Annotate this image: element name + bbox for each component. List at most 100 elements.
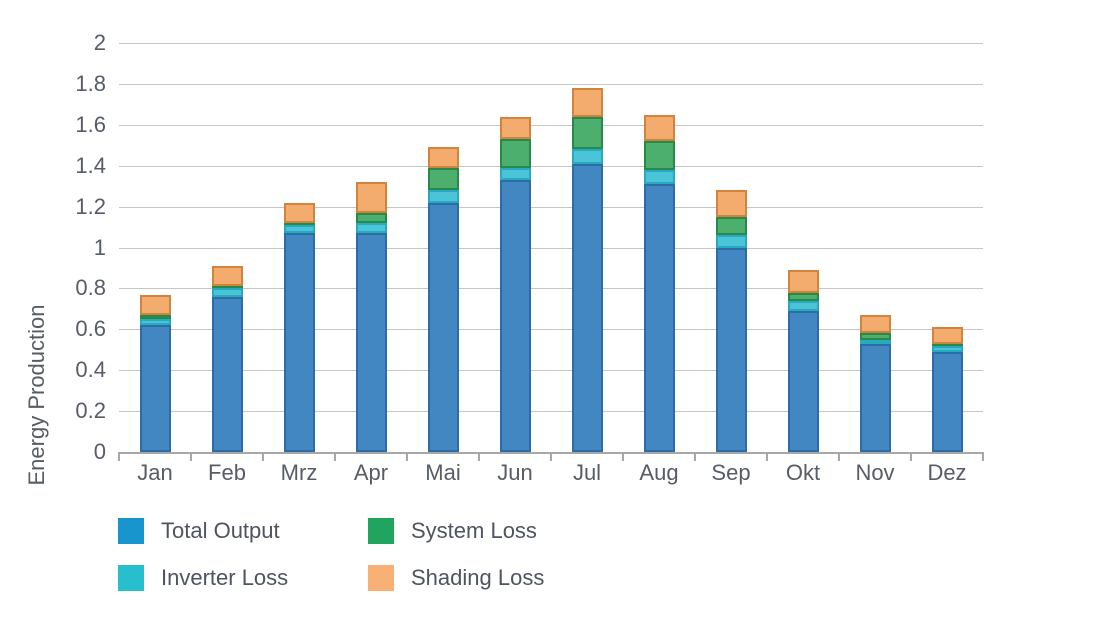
bar-shading-loss-apr — [355, 182, 387, 213]
bar-inverter-loss-okt — [787, 300, 819, 311]
x-axis-label-nov: Nov — [855, 460, 895, 485]
gridline-1.8 — [119, 83, 983, 85]
x-axis-tick — [334, 452, 336, 461]
y-axis-tick-label-1.6: 1.6 — [75, 111, 106, 137]
y-axis-tick-label-0.8: 0.8 — [75, 275, 106, 301]
bar-total-output-jun — [499, 180, 531, 452]
plot-area — [119, 43, 983, 454]
legend-item-inverter-loss: Inverter Loss — [118, 564, 368, 591]
bar-total-output-aug — [643, 184, 675, 452]
x-axis-label-okt: Okt — [785, 460, 821, 485]
x-axis-label-dez: Dez — [927, 460, 967, 485]
legend-swatch-inverter-loss — [118, 564, 144, 591]
legend-item-total-output: Total Output — [118, 517, 368, 544]
bar-total-output-jan — [139, 325, 171, 452]
legend-item-system-loss: System Loss — [368, 517, 618, 544]
legend-swatch-system-loss — [368, 517, 394, 544]
bar-inverter-loss-feb — [211, 288, 243, 297]
gridline-0.8 — [119, 288, 983, 290]
gridline-0.6 — [119, 329, 983, 331]
legend-label-shading-loss: Shading Loss — [411, 564, 545, 590]
chart-legend: Total Output Inverter Loss System Loss S… — [118, 507, 618, 601]
x-axis-label-apr: Apr — [353, 460, 389, 485]
bar-total-output-okt — [787, 310, 819, 452]
bar-inverter-loss-mrz — [283, 225, 315, 234]
bar-system-loss-sep — [715, 216, 747, 236]
bar-shading-loss-jun — [499, 116, 531, 140]
x-axis-tick — [190, 452, 192, 461]
y-axis-tick-label-1.2: 1.2 — [75, 193, 106, 219]
bar-inverter-loss-mai — [427, 190, 459, 203]
bar-system-loss-jan — [139, 315, 171, 320]
gridline-0.4 — [119, 370, 983, 372]
x-axis-label-jul: Jul — [572, 460, 602, 485]
bar-shading-loss-dez — [931, 327, 963, 344]
legend-item-shading-loss: Shading Loss — [368, 564, 618, 591]
bar-total-output-feb — [211, 296, 243, 452]
bar-system-loss-mai — [427, 167, 459, 191]
bar-total-output-dez — [931, 351, 963, 452]
gridline-1.4 — [119, 165, 983, 167]
bar-system-loss-apr — [355, 212, 387, 223]
gridline-1.2 — [119, 206, 983, 208]
y-axis-tick-label-0.4: 0.4 — [75, 357, 106, 383]
bar-shading-loss-mai — [427, 147, 459, 168]
x-axis-tick — [550, 452, 552, 461]
x-axis-label-aug: Aug — [639, 460, 679, 485]
bar-shading-loss-sep — [715, 190, 747, 217]
bar-system-loss-jul — [571, 116, 603, 150]
legend-label-total-output: Total Output — [161, 517, 280, 543]
y-axis-tick-label-0.6: 0.6 — [75, 316, 106, 342]
bar-total-output-jul — [571, 163, 603, 452]
x-axis-label-jun: Jun — [497, 460, 533, 485]
bar-shading-loss-nov — [859, 315, 891, 334]
bar-inverter-loss-nov — [859, 339, 891, 344]
y-axis-tick-label-0.2: 0.2 — [75, 398, 106, 424]
legend-label-inverter-loss: Inverter Loss — [161, 564, 289, 590]
x-axis-label-jan: Jan — [137, 460, 173, 485]
legend-label-system-loss: System Loss — [411, 517, 537, 543]
bar-total-output-nov — [859, 343, 891, 452]
x-axis-tick — [478, 452, 480, 461]
bar-system-loss-nov — [859, 333, 891, 340]
bar-inverter-loss-dez — [931, 345, 963, 352]
bar-system-loss-jun — [499, 139, 531, 168]
bar-inverter-loss-sep — [715, 235, 747, 248]
y-axis-tick-label-0: 0 — [93, 439, 106, 464]
y-axis-tick-label-1.4: 1.4 — [75, 152, 106, 178]
x-axis-tick — [838, 452, 840, 461]
bar-system-loss-aug — [643, 141, 675, 170]
bar-inverter-loss-jan — [139, 319, 171, 326]
legend-swatch-shading-loss — [368, 564, 394, 591]
bar-inverter-loss-jun — [499, 167, 531, 181]
x-axis-label-feb: Feb — [208, 460, 246, 485]
gridline-1 — [119, 247, 983, 249]
bar-shading-loss-feb — [211, 265, 243, 287]
y-axis-tick-label-1.8: 1.8 — [75, 70, 106, 96]
bar-shading-loss-aug — [643, 114, 675, 142]
x-axis-label-mrz: Mrz — [280, 460, 318, 485]
x-axis-tick — [694, 452, 696, 461]
y-axis-tick-label-2: 2 — [93, 30, 106, 55]
bar-shading-loss-mrz — [283, 202, 315, 223]
legend-swatch-total-output — [118, 517, 144, 544]
x-axis-tick — [982, 452, 984, 461]
bar-shading-loss-jan — [139, 294, 171, 315]
x-axis-tick — [406, 452, 408, 461]
bar-total-output-apr — [355, 233, 387, 452]
x-axis-tick — [622, 452, 624, 461]
bar-inverter-loss-aug — [643, 169, 675, 185]
gridline-0.2 — [119, 411, 983, 413]
bar-shading-loss-jul — [571, 88, 603, 117]
bar-total-output-sep — [715, 247, 747, 452]
gridline-1.6 — [119, 124, 983, 126]
y-axis-tick-label-1: 1 — [93, 234, 106, 260]
gridline-2 — [119, 43, 983, 44]
x-axis-tick — [766, 452, 768, 461]
x-axis-tick — [118, 452, 120, 461]
x-axis-tick — [262, 452, 264, 461]
bar-inverter-loss-jul — [571, 149, 603, 164]
bar-inverter-loss-apr — [355, 222, 387, 234]
bar-total-output-mai — [427, 202, 459, 452]
